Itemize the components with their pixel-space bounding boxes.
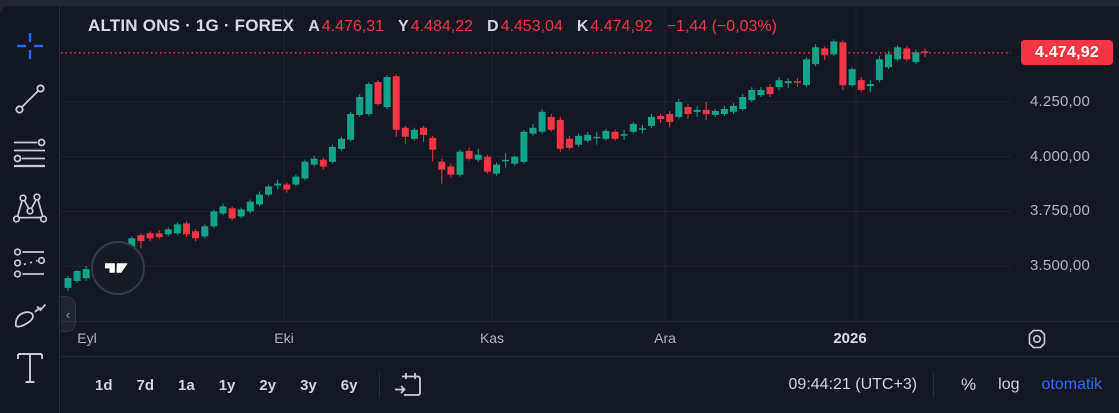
drawing-toolbar [0, 6, 60, 413]
divider [379, 372, 381, 398]
tradingview-logo[interactable] [91, 241, 145, 295]
brush-icon[interactable] [8, 296, 52, 334]
time-axis[interactable]: Eyl Eki Kas Ara 2026 [61, 321, 1119, 355]
price-tick: 4.250,00 [1030, 93, 1090, 110]
collapse-chevron-icon: ‹ [65, 306, 71, 322]
symbol-title[interactable]: ALTIN ONS · 1G · FOREX [88, 16, 295, 35]
price-axis[interactable]: 4.250,00 4.000,00 3.750,00 3.500,00 4.47… [1011, 6, 1119, 321]
bottom-toolbar: 1d 7d 1a 1y 2y 3y 6y 09:44:21 (UTC+3) % … [61, 356, 1119, 413]
price-tick: 3.500,00 [1030, 257, 1090, 274]
trend-line-icon[interactable] [8, 80, 52, 118]
clock-utc[interactable]: 09:44:21 (UTC+3) [788, 376, 918, 393]
emoji-icon[interactable] [8, 402, 52, 413]
close-label: K [576, 18, 589, 35]
percent-scale-button[interactable]: % [961, 375, 977, 394]
price-tick: 4.000,00 [1030, 148, 1090, 165]
range-3y[interactable]: 3y [300, 376, 317, 394]
forecast-icon[interactable] [8, 244, 52, 282]
time-tick-ara: Ara [654, 330, 676, 346]
time-tick-2026: 2026 [833, 330, 867, 347]
low-label: D [487, 18, 499, 35]
log-scale-button[interactable]: log [998, 376, 1020, 393]
time-tick-eyl: Eyl [77, 330, 97, 346]
time-tick-kas: Kas [479, 330, 505, 346]
chart-panel [0, 6, 1119, 413]
axis-settings-gear-icon[interactable] [1023, 326, 1051, 352]
range-6y[interactable]: 6y [340, 376, 358, 394]
crosshair-icon[interactable] [8, 27, 52, 65]
calendar-arrow-icon [395, 373, 422, 396]
go-to-date-button[interactable] [390, 369, 426, 401]
date-ranges: 1d 7d 1a 1y 2y 3y 6y [83, 371, 369, 400]
close-value: 4.474,92 [590, 18, 653, 35]
divider [933, 372, 935, 398]
range-2y[interactable]: 2y [259, 376, 277, 394]
xabcd-pattern-icon[interactable] [8, 190, 52, 228]
range-7d[interactable]: 7d [136, 376, 155, 394]
low-value: 4.453,04 [500, 18, 563, 35]
auto-scale-button[interactable]: otomatik [1041, 376, 1102, 393]
range-1y[interactable]: 1y [218, 376, 236, 394]
price-tick: 3.750,00 [1030, 202, 1090, 219]
high-label: Y [398, 18, 409, 35]
open-value: 4.476,31 [321, 18, 385, 35]
range-1d[interactable]: 1d [95, 376, 113, 394]
text-icon[interactable] [8, 349, 52, 387]
symbol-header: ALTIN ONS · 1G · FOREX A 4.476,31 Y 4.484,… [88, 16, 777, 36]
time-tick-eki: Eki [274, 330, 294, 346]
fib-retracement-icon[interactable] [8, 134, 52, 172]
change-value: −1,44 (−0,03%) [666, 18, 777, 35]
last-price-badge: 4.474,92 [1021, 40, 1113, 66]
high-value: 4.484,22 [410, 18, 473, 35]
range-1a[interactable]: 1a [178, 376, 195, 394]
open-label: A [308, 18, 320, 35]
collapse-toolbar-tab[interactable]: ‹ [61, 296, 76, 332]
